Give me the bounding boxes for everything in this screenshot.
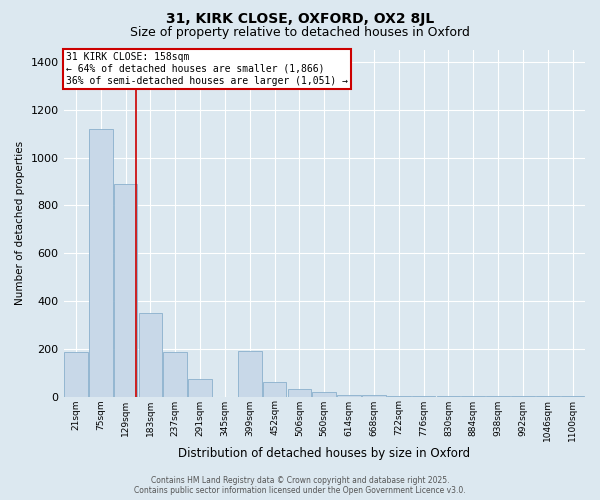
Bar [263, 382, 286, 396]
Text: Size of property relative to detached houses in Oxford: Size of property relative to detached ho… [130, 26, 470, 39]
X-axis label: Distribution of detached houses by size in Oxford: Distribution of detached houses by size … [178, 447, 470, 460]
Bar [313, 392, 336, 396]
Bar [139, 313, 162, 396]
Bar [64, 352, 88, 397]
Y-axis label: Number of detached properties: Number of detached properties [15, 141, 25, 306]
Bar [114, 184, 137, 396]
Text: 31, KIRK CLOSE, OXFORD, OX2 8JL: 31, KIRK CLOSE, OXFORD, OX2 8JL [166, 12, 434, 26]
Text: 31 KIRK CLOSE: 158sqm
← 64% of detached houses are smaller (1,866)
36% of semi-d: 31 KIRK CLOSE: 158sqm ← 64% of detached … [66, 52, 348, 86]
Bar [188, 378, 212, 396]
Bar [89, 129, 113, 396]
Bar [163, 352, 187, 397]
Text: Contains HM Land Registry data © Crown copyright and database right 2025.
Contai: Contains HM Land Registry data © Crown c… [134, 476, 466, 495]
Bar [238, 351, 262, 397]
Bar [287, 390, 311, 396]
